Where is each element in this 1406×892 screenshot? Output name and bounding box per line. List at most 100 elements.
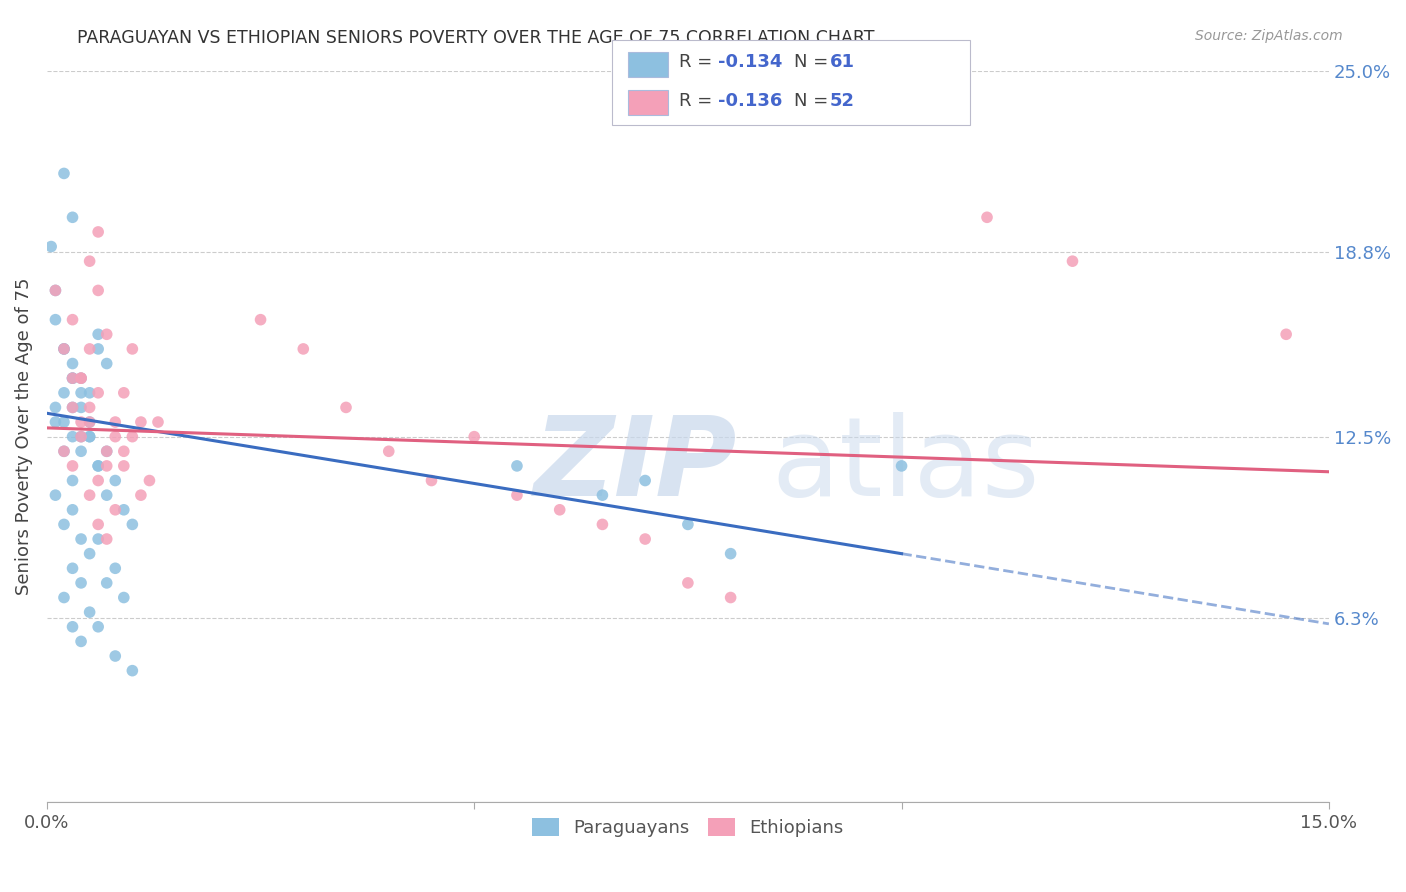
Point [79,385,101,400]
Point [62,371,84,385]
Point [591,517,613,532]
Point [62,357,84,371]
Point [62,620,84,634]
Point [87,284,110,298]
Point [96,458,118,473]
Point [506,458,529,473]
Point [53,444,76,458]
Point [70,401,93,415]
Text: -0.134: -0.134 [718,54,783,71]
Point [70,371,93,385]
Point [70,371,93,385]
Point [420,474,443,488]
Point [104,648,127,663]
Point [335,401,357,415]
Point [96,532,118,546]
Point [377,444,399,458]
Point [87,620,110,634]
Point [62,371,84,385]
Text: ZIP: ZIP [534,412,738,519]
Legend: Paraguayans, Ethiopians: Paraguayans, Ethiopians [524,811,851,845]
Point [53,342,76,356]
Point [44,488,66,502]
Text: R =: R = [679,92,718,110]
Point [87,385,110,400]
Point [39,239,62,253]
Point [87,474,110,488]
Point [463,430,485,444]
Point [634,474,657,488]
Point [104,474,127,488]
Point [121,430,143,444]
Point [292,342,315,356]
Point [96,327,118,342]
Text: atlas: atlas [772,412,1039,519]
Point [506,488,529,502]
Point [720,547,742,561]
Point [79,430,101,444]
Point [79,547,101,561]
Point [676,517,699,532]
Point [62,458,84,473]
Point [70,371,93,385]
Text: 52: 52 [830,92,855,110]
Point [96,444,118,458]
Point [79,415,101,429]
Point [138,474,160,488]
Point [44,415,66,429]
Point [53,444,76,458]
Point [96,444,118,458]
Point [62,211,84,225]
Point [53,342,76,356]
Point [62,561,84,575]
Point [79,430,101,444]
Point [70,430,93,444]
Point [87,225,110,239]
Point [53,342,76,356]
Point [62,503,84,517]
Point [720,591,742,605]
Point [62,312,84,326]
Point [79,605,101,619]
Point [44,284,66,298]
Point [53,415,76,429]
Point [1275,327,1298,342]
Point [591,488,613,502]
Point [87,458,110,473]
Point [121,664,143,678]
Point [104,503,127,517]
Point [104,430,127,444]
Point [79,401,101,415]
Point [104,561,127,575]
Point [70,385,93,400]
Point [112,503,135,517]
Point [62,430,84,444]
Point [104,415,127,429]
Point [44,312,66,326]
Text: R =: R = [679,54,718,71]
Point [112,591,135,605]
Point [70,575,93,590]
Point [70,444,93,458]
Point [53,385,76,400]
Point [129,488,152,502]
Point [87,517,110,532]
Point [70,532,93,546]
Point [70,415,93,429]
Point [53,591,76,605]
Point [121,342,143,356]
Point [676,575,699,590]
Text: 61: 61 [830,54,855,71]
Point [87,458,110,473]
Point [890,458,912,473]
Text: Source: ZipAtlas.com: Source: ZipAtlas.com [1195,29,1343,44]
Point [62,474,84,488]
Point [79,488,101,502]
Text: -0.136: -0.136 [718,92,783,110]
Point [53,517,76,532]
Point [62,371,84,385]
Point [87,532,110,546]
Point [62,401,84,415]
Point [96,575,118,590]
Point [87,327,110,342]
